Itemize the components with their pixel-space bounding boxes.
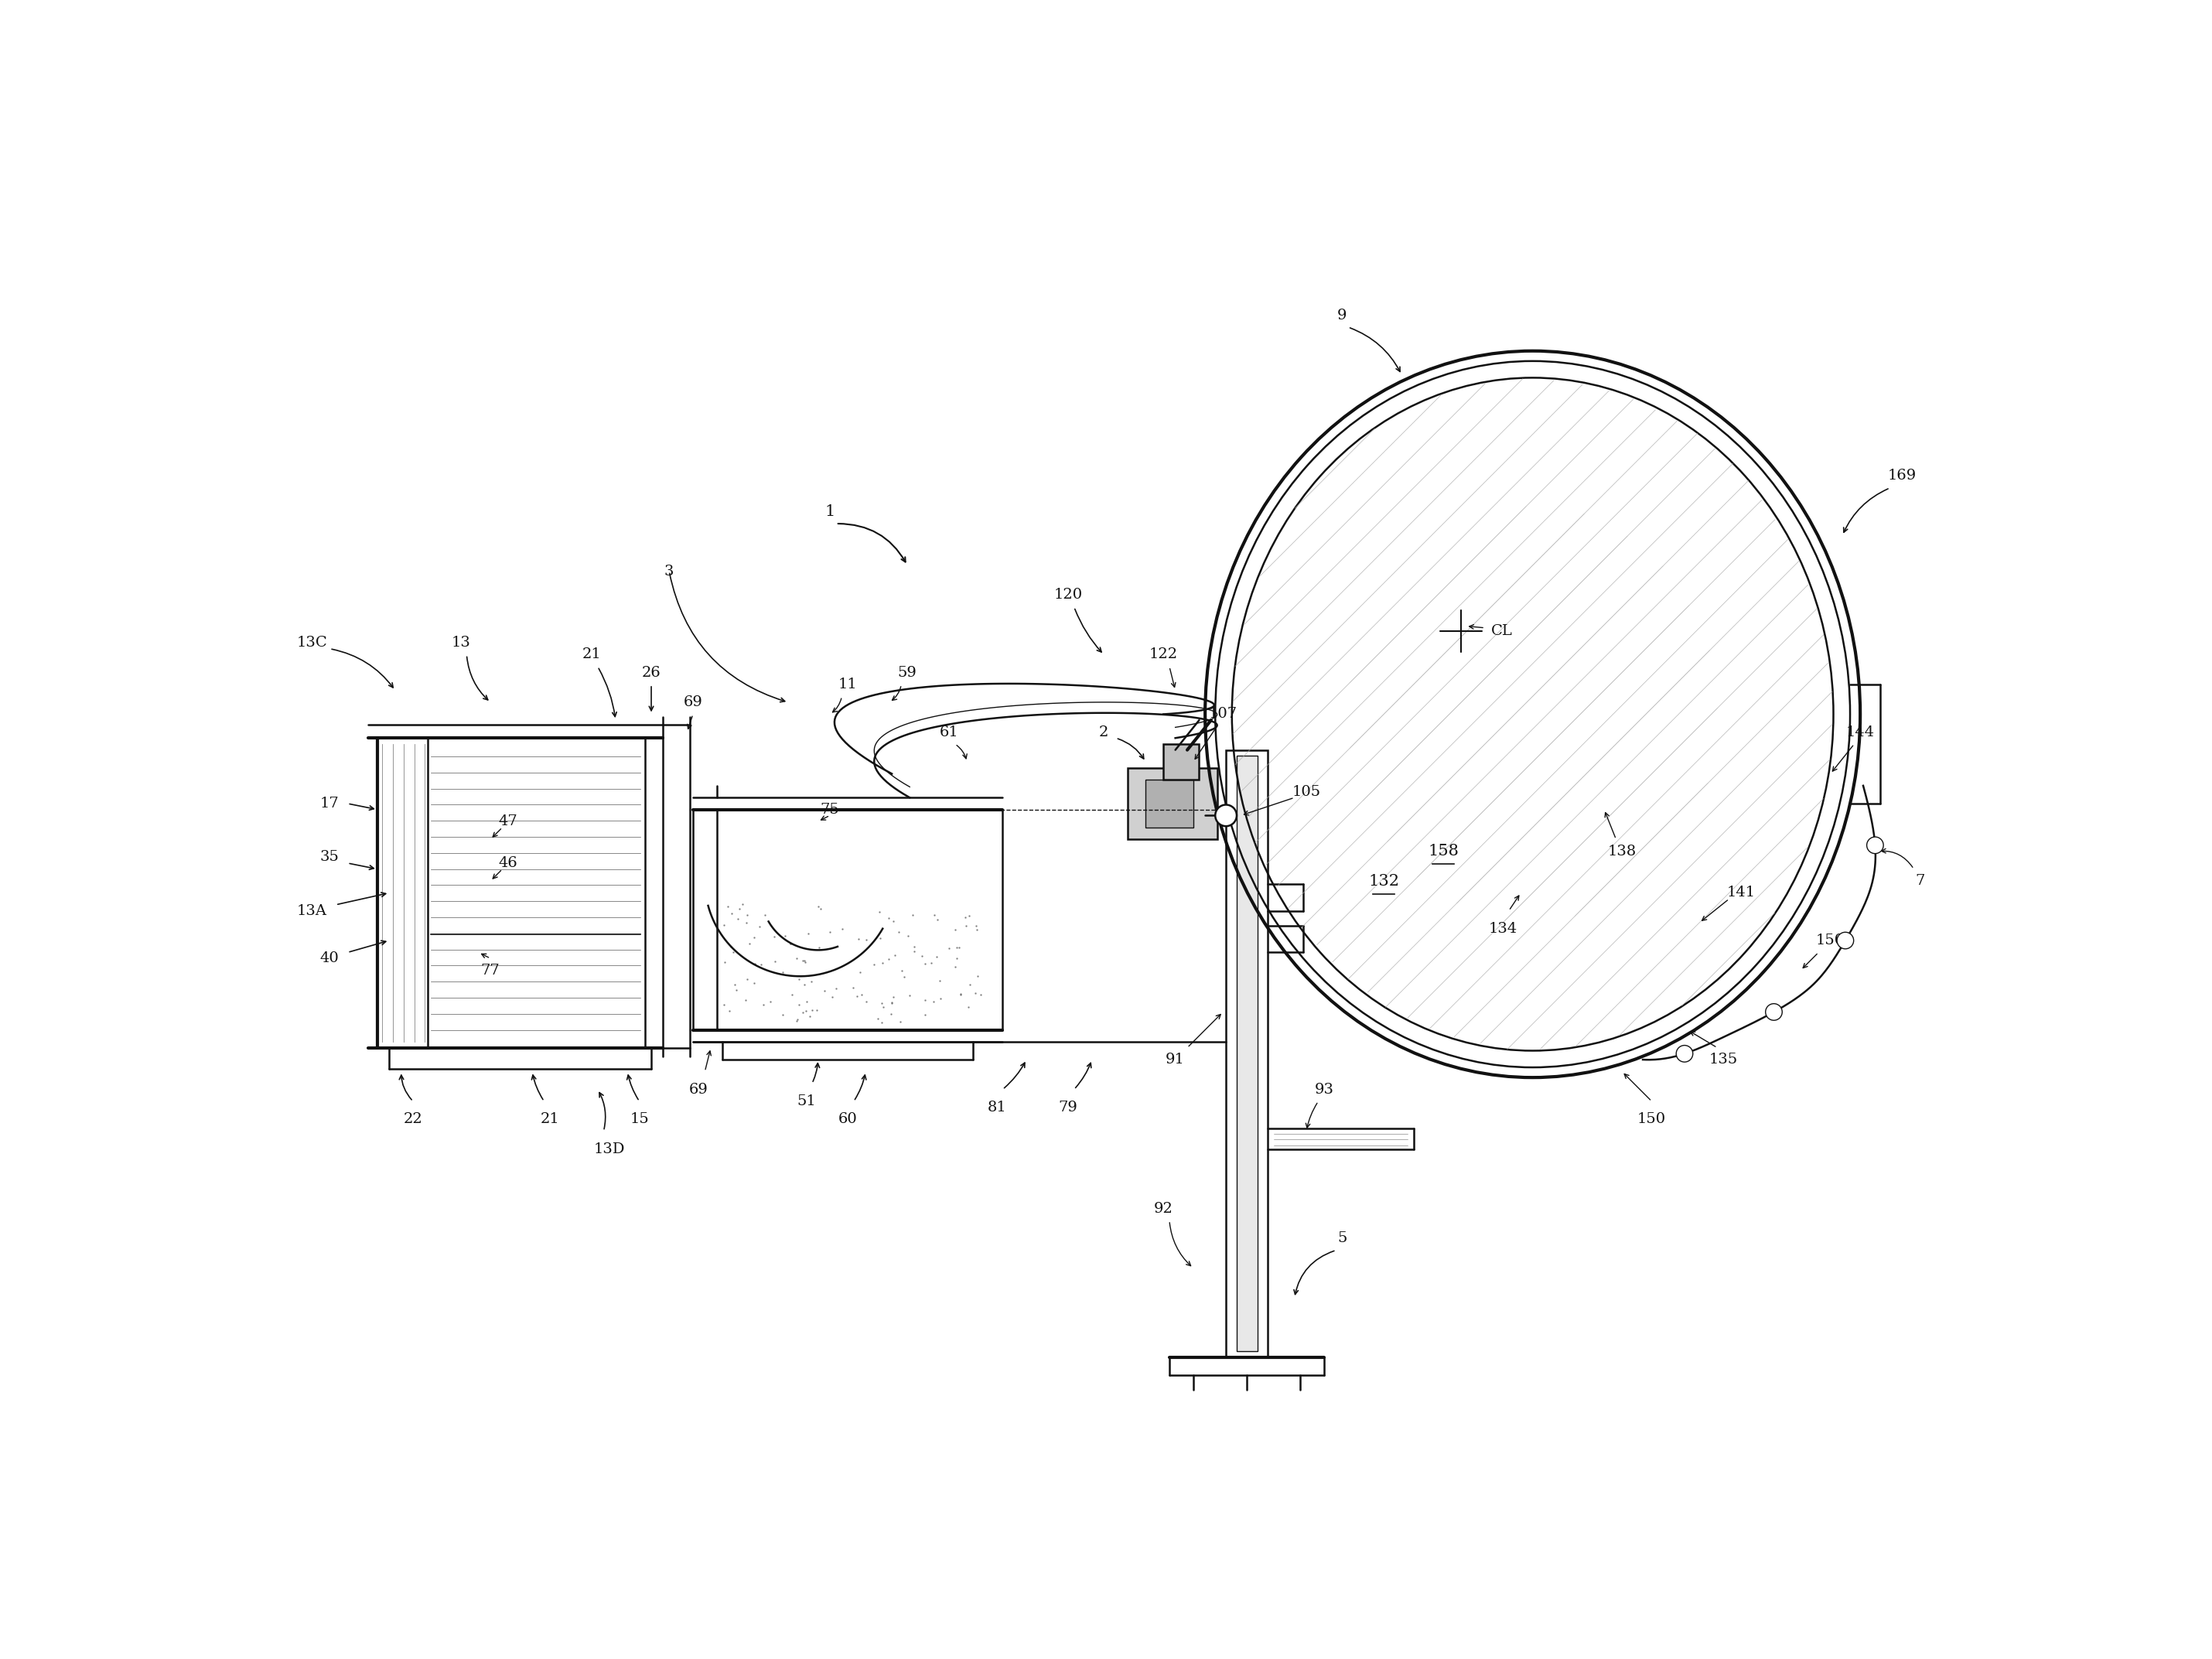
Text: 93: 93 [1314, 1082, 1334, 1097]
Text: 132: 132 [1369, 874, 1400, 888]
Text: 22: 22 [403, 1112, 422, 1126]
Bar [1225, 750, 1267, 1357]
Bar [1128, 768, 1217, 839]
Text: 150: 150 [1816, 934, 1845, 947]
Text: 26: 26 [641, 665, 661, 680]
Text: 69: 69 [684, 695, 703, 710]
Text: 51: 51 [796, 1095, 816, 1108]
Text: 77: 77 [480, 964, 500, 977]
Text: 69: 69 [690, 1082, 708, 1097]
Text: 3: 3 [664, 564, 675, 579]
Text: 40: 40 [321, 951, 338, 966]
Text: 2: 2 [1099, 725, 1108, 738]
Text: 120: 120 [1053, 589, 1082, 602]
Text: 169: 169 [1887, 469, 1916, 483]
Text: 47: 47 [498, 815, 518, 828]
Text: 7: 7 [1916, 874, 1924, 888]
Text: 5: 5 [1338, 1231, 1347, 1246]
Text: 138: 138 [1608, 844, 1637, 858]
Text: 21: 21 [540, 1112, 560, 1126]
Text: 75: 75 [821, 803, 841, 816]
Text: 107: 107 [1208, 707, 1237, 722]
Text: 61: 61 [940, 725, 958, 738]
Text: 144: 144 [1845, 725, 1874, 738]
Text: 60: 60 [838, 1112, 858, 1126]
Circle shape [1677, 1045, 1692, 1062]
Text: 141: 141 [1728, 886, 1756, 899]
Circle shape [1867, 836, 1882, 854]
Text: 81: 81 [987, 1100, 1006, 1115]
Text: 134: 134 [1489, 922, 1517, 936]
Text: 105: 105 [1292, 785, 1321, 798]
Bar [1146, 780, 1192, 828]
Text: 91: 91 [1166, 1053, 1186, 1067]
Text: 1: 1 [825, 504, 836, 519]
Circle shape [1765, 1004, 1783, 1020]
Text: 135: 135 [1710, 1053, 1739, 1067]
Text: 13D: 13D [593, 1141, 626, 1156]
Text: 35: 35 [321, 849, 338, 864]
Text: 13C: 13C [296, 635, 327, 650]
Text: 122: 122 [1148, 647, 1177, 662]
Text: 59: 59 [898, 665, 918, 680]
Text: 46: 46 [498, 856, 518, 869]
Text: 15: 15 [630, 1112, 648, 1126]
Circle shape [1836, 932, 1854, 949]
Bar [1164, 743, 1199, 780]
Circle shape [1214, 805, 1237, 826]
Text: 158: 158 [1429, 844, 1458, 859]
Text: 9: 9 [1338, 309, 1347, 322]
Text: 21: 21 [582, 647, 602, 662]
Text: 13: 13 [451, 635, 471, 650]
Text: 150: 150 [1637, 1112, 1666, 1126]
Text: 92: 92 [1155, 1201, 1172, 1216]
Text: 11: 11 [838, 677, 858, 692]
Text: 13A: 13A [296, 904, 327, 917]
Text: 79: 79 [1060, 1100, 1077, 1115]
Text: CL: CL [1491, 624, 1513, 637]
Bar [1237, 757, 1256, 1352]
Text: 17: 17 [321, 796, 338, 811]
